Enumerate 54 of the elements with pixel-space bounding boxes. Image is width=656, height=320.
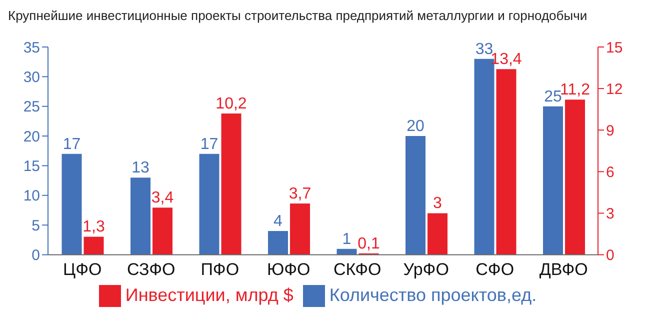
y2-tick-label: 3	[606, 206, 614, 223]
bar	[221, 113, 242, 255]
y2-tick-label: 12	[606, 80, 623, 98]
bar	[565, 100, 585, 255]
bar	[336, 248, 357, 255]
data-label: 3,7	[288, 186, 312, 203]
x-tick-label: СКФО	[334, 260, 382, 279]
data-label: 11,2	[560, 82, 590, 99]
bar	[406, 136, 426, 255]
y-tick-label: 5	[32, 217, 40, 234]
legend-label: Количество проектов,ед.	[329, 284, 537, 305]
y-tick-label: 25	[23, 98, 40, 116]
bar	[543, 106, 563, 255]
data-label: 17	[62, 136, 81, 153]
data-label: 1	[342, 230, 352, 248]
data-label: 33	[475, 40, 494, 58]
data-label: 0,1	[358, 235, 380, 252]
y-tick-label: 30	[23, 69, 40, 86]
y2-tick-label: 6	[606, 164, 614, 181]
x-tick-label: ЮФО	[266, 260, 310, 279]
x-tick-label: ЦФО	[63, 260, 102, 279]
bar	[62, 154, 82, 255]
x-tick-label: СФО	[476, 260, 514, 279]
data-label: 3	[433, 195, 442, 212]
bar	[428, 213, 448, 255]
bar	[199, 154, 220, 255]
data-label: 13	[132, 160, 150, 177]
bar	[268, 231, 288, 255]
x-tick-label: УрФО	[403, 260, 449, 279]
data-label: 3,4	[151, 190, 174, 207]
bar	[152, 208, 172, 255]
y-tick-label: 20	[23, 128, 40, 146]
y-tick-label: 10	[23, 188, 40, 205]
data-label: 4	[274, 213, 283, 230]
data-label: 1,3	[82, 218, 105, 236]
bar	[496, 69, 516, 255]
data-label: 20	[406, 118, 424, 136]
data-label: 25	[544, 88, 562, 106]
y-tick-label: 35	[23, 39, 40, 56]
bar	[84, 236, 104, 255]
y-tick-label: 15	[23, 158, 40, 176]
y2-tick-label: 9	[606, 122, 614, 140]
bar	[290, 204, 310, 255]
y2-tick-label: 15	[606, 39, 623, 56]
x-tick-label: ДВФО	[539, 260, 588, 279]
x-tick-label: ПФО	[200, 260, 240, 279]
y2-tick-label: 0	[606, 247, 614, 264]
x-tick-label: СЗФО	[126, 260, 176, 279]
data-label: 10,2	[216, 95, 247, 112]
bar	[130, 178, 150, 255]
legend-label: Инвестиции, млрд $	[125, 284, 294, 305]
chart-title: Крупнейшие инвестиционные проекты строительства предприятий металлургии и горнодобычи	[8, 8, 588, 23]
y-tick-label: 0	[32, 247, 40, 264]
data-label: 17	[200, 136, 218, 153]
